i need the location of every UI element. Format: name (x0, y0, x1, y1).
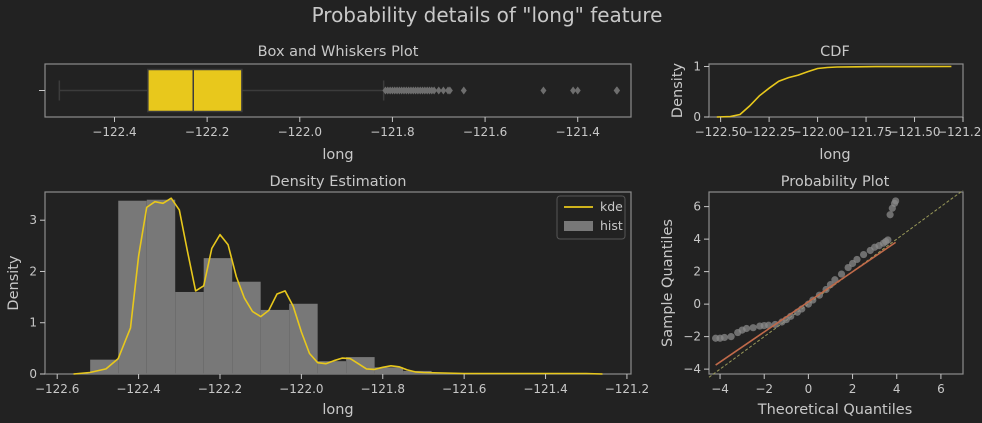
density-x-tick-label: −122.2 (198, 382, 242, 396)
cdf-y-tick-label: 0 (693, 110, 701, 124)
density-x-tick-label: −121.4 (523, 382, 567, 396)
prob-x-tick-label: 4 (893, 382, 901, 396)
box-outlier (440, 86, 447, 95)
hist-bar (260, 309, 290, 374)
quantile-point (853, 255, 861, 264)
cdf-x-tick-label: −121.50 (889, 125, 941, 139)
density-legend: kde hist (556, 195, 626, 240)
cdf-x-tick-label: −121.25 (937, 125, 982, 139)
density-y-tick-label: 0 (29, 367, 37, 381)
probability-plot-title: Probability Plot (781, 174, 890, 190)
legend-hist-label: hist (600, 218, 623, 233)
cdf-ticks: −122.50−122.25−122.00−121.75−121.50−121.… (693, 60, 982, 139)
cdf-x-tick-label: −122.00 (792, 125, 844, 139)
cdf-x-tick-label: −121.75 (840, 125, 892, 139)
density-x-tick-label: −122.6 (35, 382, 79, 396)
cdf-title: CDF (820, 44, 850, 60)
prob-x-tick-label: −2 (755, 382, 773, 396)
density-x-tick-label: −122.0 (279, 382, 323, 396)
density-panel: Density Estimation −122.6 −122.4 −122.2 −12… (6, 174, 649, 418)
prob-y-tick-label: −4 (683, 362, 701, 376)
density-x-tick-label: −121.8 (361, 382, 405, 396)
box-x-tick-label: −121.4 (556, 125, 600, 139)
box-outlier (446, 86, 453, 95)
probability-plot-marks (708, 189, 964, 378)
density-x-tick-label: −122.4 (116, 382, 160, 396)
density-title: Density Estimation (270, 174, 407, 190)
box-x-tick-label: −121.8 (370, 125, 414, 139)
hist-bar (203, 258, 233, 374)
quantile-point (720, 333, 729, 342)
density-x-label: long (322, 402, 353, 418)
cdf-panel: CDF −122.50−122.25−122.00−121.75−121.50−… (670, 44, 982, 163)
cdf-x-label: long (819, 147, 850, 163)
density-ticks: −122.6 −122.4 −122.2 −122.0 −121.8 −121.6 −121… (29, 213, 649, 396)
cdf-frame (708, 63, 964, 118)
density-marks (73, 197, 603, 375)
box-x-tick-label: −122.2 (185, 125, 229, 139)
prob-x-tick-label: 6 (937, 382, 945, 396)
density-x-tick-label: −121.6 (442, 382, 486, 396)
box-plot-panel: Box and Whiskers Plot −122.4 −122.2 −122.0… (39, 44, 632, 163)
box-iqr (147, 68, 243, 113)
density-y-tick-label: 3 (29, 213, 37, 227)
density-y-tick-label: 2 (29, 264, 37, 278)
hist-bar (175, 291, 204, 374)
quantile-point (860, 250, 868, 259)
prob-y-tick-label: 2 (693, 265, 701, 279)
box-plot-x-label: long (322, 147, 353, 163)
hist-bar (317, 361, 347, 374)
box-outlier (574, 86, 581, 95)
probability-plot-ticks: −4 −2 0 2 4 6 −4 −2 0 2 4 6 (683, 200, 944, 396)
box-outlier (435, 86, 442, 95)
hist-bar (146, 199, 176, 374)
prob-y-tick-label: 4 (693, 232, 701, 246)
fit-line (715, 241, 897, 366)
cdf-x-tick-label: −122.50 (695, 125, 747, 139)
hist-bar (374, 367, 404, 374)
legend-kde-label: kde (600, 199, 623, 214)
box-plot-title: Box and Whiskers Plot (258, 44, 419, 60)
hist-bar (232, 281, 261, 374)
quantile-point (831, 276, 839, 284)
prob-y-tick-label: −2 (683, 330, 701, 344)
box-outlier (431, 86, 438, 95)
quantile-point (837, 270, 846, 278)
prob-x-tick-label: −4 (711, 382, 729, 396)
prob-x-tick-label: 2 (849, 382, 857, 396)
probability-plot-x-label: Theoretical Quantiles (757, 402, 913, 418)
cdf-x-tick-label: −122.25 (743, 125, 795, 139)
cdf-y-tick-label: 1 (693, 60, 701, 74)
box-plot-x-ticks: −122.4 −122.2 −122.0 −121.8 −121.6 −121.4 (92, 117, 600, 139)
probability-plot-y-label: Sample Quantiles (660, 219, 676, 347)
box-x-tick-label: −121.6 (463, 125, 507, 139)
box-outlier (540, 86, 547, 95)
box-plot-marks (58, 68, 621, 113)
box-outlier (460, 86, 467, 95)
density-y-tick-label: 1 (29, 316, 37, 330)
box-x-tick-label: −122.0 (278, 125, 322, 139)
figure-title: Probability details of "long" feature (312, 3, 663, 27)
cdf-y-label: Density (670, 63, 686, 119)
quantile-point (727, 333, 735, 341)
quantile-point (749, 324, 757, 332)
prob-x-tick-label: 0 (805, 382, 813, 396)
quantile-point (742, 324, 751, 333)
quantile-point (892, 197, 900, 205)
prob-y-tick-label: 0 (693, 297, 701, 311)
quantile-point (886, 211, 894, 219)
box-x-tick-label: −122.4 (92, 125, 136, 139)
box-outlier (614, 86, 621, 95)
box-outlier (570, 86, 577, 95)
kde-line (73, 197, 603, 375)
cdf-marks (716, 65, 952, 118)
quantile-point (884, 236, 892, 244)
prob-y-tick-label: 6 (693, 200, 701, 214)
legend-hist-swatch (564, 221, 593, 231)
density-x-tick-label: −121.2 (605, 382, 649, 396)
density-y-label: Density (6, 255, 22, 311)
probability-plot-panel: Probability Plot −4 −2 0 2 4 6 −4 −2 0 2 4 6 Theore… (660, 174, 964, 418)
cdf-line (716, 65, 952, 118)
